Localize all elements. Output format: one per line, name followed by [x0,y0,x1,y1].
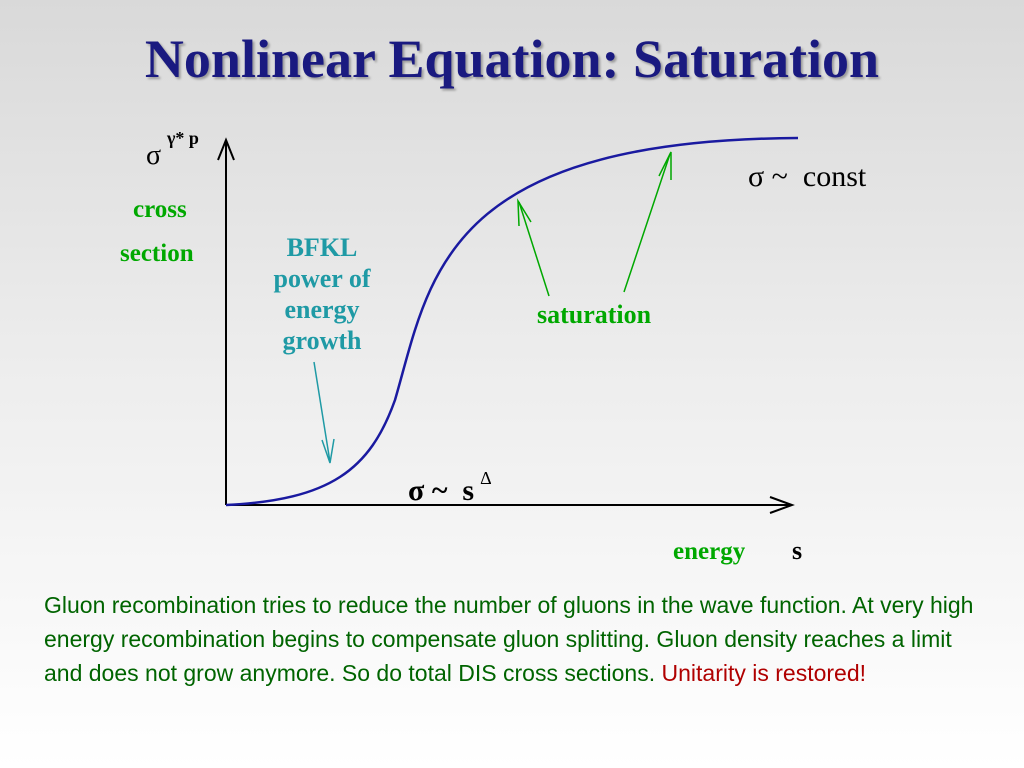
saturation-arrow-right [623,153,671,293]
bfkl-line-3: energy [284,295,360,324]
bfkl-line-1: BFKL [286,233,358,262]
cross-section-curve [225,136,799,507]
saturation-arrow-left [518,201,550,297]
y-axis-arrowhead [217,137,235,161]
caption-text: Gluon recombination tries to reduce the … [44,592,974,686]
bfkl-arrow [313,361,331,463]
bfkl-line-4: growth [282,326,362,355]
saturation-label: saturation [537,300,652,329]
saturation-arrowhead-left [517,198,532,227]
saturation-arrowhead-right [658,151,672,180]
y-axis-label-section: section [120,240,194,267]
slide-title: Nonlinear Equation: Saturation [144,29,880,89]
bfkl-label: BFKL power of energy growth [258,232,386,356]
y-axis-label-cross: cross [133,196,187,223]
power-law-base: σ ~ s [408,474,475,507]
const-formula: σ ~ const [748,160,867,193]
x-axis-symbol: s [792,536,803,565]
caption-highlight: Unitarity is restored! [661,660,867,686]
bfkl-arrowhead [321,438,335,464]
x-axis-arrowhead [769,496,795,514]
caption-paragraph: Gluon recombination tries to reduce the … [44,588,994,690]
x-axis-label: energy [673,538,746,565]
y-axis-superscript: γ* p [167,128,199,148]
power-law-exponent: Δ [480,468,492,488]
y-axis-symbol: σ [146,140,162,171]
bfkl-line-2: power of [273,264,371,293]
